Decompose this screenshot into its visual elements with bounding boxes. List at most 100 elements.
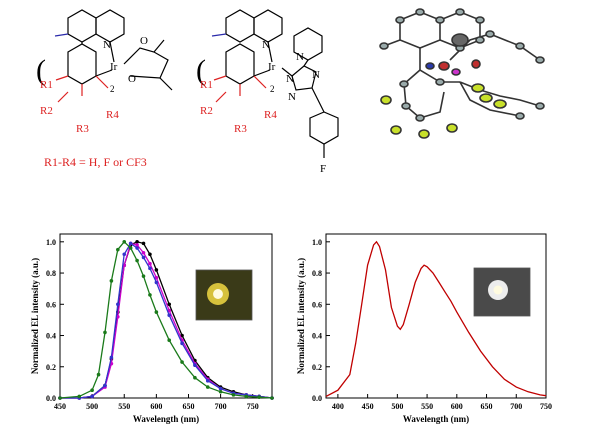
data-point: [193, 375, 197, 380]
r3-middle: R3: [234, 123, 247, 135]
x-axis-label: Wavelength (nm): [133, 414, 199, 424]
data-point: [141, 255, 146, 260]
atom-n1-middle: N: [262, 39, 270, 51]
subscript-2-middle: 2: [270, 84, 275, 94]
substituent-caption: R1-R4 = H, F or CF3: [44, 155, 147, 169]
y-tick-label: 0.4: [46, 332, 56, 341]
atom-n5-middle: N: [312, 69, 320, 81]
data-point: [154, 280, 159, 285]
data-point: [244, 394, 249, 399]
y-tick-label: 0.8: [312, 269, 322, 278]
data-point: [167, 313, 172, 318]
r1-middle: R1: [200, 79, 213, 91]
series-line-1: [60, 242, 273, 399]
device-photo-inset: [473, 267, 531, 317]
data-point: [257, 395, 261, 400]
el-spectrum-chart-left: 450 500 550 600 650 700 750 0.0 0.2 0.4 0.6 0.8 1.0 W…: [30, 233, 274, 424]
atom-ir-middle: Ir: [268, 61, 276, 73]
data-point: [122, 240, 127, 244]
x-tick-label: 450: [54, 402, 66, 411]
r3-left: R3: [76, 123, 89, 135]
atom-o1-left: O: [140, 35, 148, 47]
x-axis-label: Wavelength (nm): [403, 414, 469, 424]
data-point: [128, 241, 133, 246]
x-tick-label: 600: [150, 402, 162, 411]
chemical-structures: ( N O O Ir 2 R1 R2 R3 R4 R1-R4 = H, F or…: [36, 8, 545, 175]
y-tick-label: 0.2: [46, 363, 56, 372]
atom-n4-middle: N: [288, 91, 296, 103]
series-line-0: [325, 240, 547, 397]
bracket-middle: (: [196, 54, 206, 87]
data-point: [154, 275, 159, 280]
x-tick-label: 700: [215, 402, 227, 411]
y-tick-label: 0.6: [312, 300, 322, 309]
data-point: [148, 252, 152, 257]
data-point: [77, 394, 82, 399]
data-point: [148, 266, 152, 271]
data-point: [103, 383, 107, 388]
data-point: [141, 250, 146, 255]
data-point: [128, 246, 133, 250]
data-point: [109, 279, 114, 283]
x-tick-label: 650: [481, 402, 493, 411]
data-point: [154, 310, 159, 314]
r2-left: R2: [40, 105, 53, 117]
x-tick-label: 400: [332, 402, 344, 411]
r4-middle: R4: [264, 109, 277, 121]
x-tick-label: 450: [362, 402, 374, 411]
data-point: [180, 341, 184, 346]
plot-frame: [59, 233, 273, 399]
data-point: [231, 393, 236, 397]
data-point: [135, 240, 139, 244]
x-tick-label: 650: [182, 402, 194, 411]
y-tick-label: 1.0: [312, 238, 322, 247]
r4-left: R4: [106, 109, 119, 121]
data-point: [96, 372, 101, 377]
data-point: [135, 258, 139, 263]
data-point: [180, 360, 184, 364]
data-point: [103, 330, 107, 335]
data-point: [205, 385, 210, 389]
data-point: [122, 252, 127, 257]
data-point: [141, 241, 146, 246]
data-point: [116, 302, 120, 307]
bracket-left: (: [36, 54, 46, 87]
data-point: [218, 386, 223, 391]
atom-n2-middle: N: [296, 51, 304, 63]
atom-ir-left: Ir: [110, 61, 118, 73]
data-point: [58, 396, 62, 400]
data-point: [148, 261, 152, 266]
data-point: [270, 396, 274, 400]
atom-n3-middle: N: [286, 73, 294, 85]
data-point: [90, 394, 94, 399]
structure-middle: (: [196, 9, 339, 158]
y-axis-label: Normalized EL intensity (a.u.): [296, 258, 306, 374]
data-point: [193, 363, 197, 367]
data-point: [135, 246, 139, 250]
y-tick-label: 0.6: [46, 300, 56, 309]
data-point: [90, 388, 94, 392]
x-tick-label: 750: [540, 402, 552, 411]
device-photo-inset: [195, 269, 253, 321]
x-tick-label: 500: [86, 402, 98, 411]
atom-f-middle: F: [320, 163, 326, 175]
data-point: [135, 243, 139, 247]
subscript-2-left: 2: [110, 84, 115, 94]
x-tick-label: 550: [118, 402, 130, 411]
data-point: [167, 302, 172, 307]
data-point: [148, 293, 152, 297]
r2-middle: R2: [200, 105, 213, 117]
y-tick-label: 1.0: [46, 238, 56, 247]
crystal-structure: [379, 8, 545, 139]
y-tick-label: 0.0: [46, 394, 56, 403]
series-line-3: [59, 240, 273, 399]
data-point: [218, 389, 223, 394]
structure-left: (: [36, 9, 173, 103]
data-point: [154, 268, 159, 272]
x-tick-label: 500: [391, 402, 403, 411]
y-tick-label: 0.0: [312, 394, 322, 403]
series-line-2: [60, 242, 273, 399]
x-tick-label: 550: [421, 402, 433, 411]
r1-left: R1: [40, 79, 53, 91]
y-axis-label: Normalized EL intensity (a.u.): [30, 258, 40, 374]
